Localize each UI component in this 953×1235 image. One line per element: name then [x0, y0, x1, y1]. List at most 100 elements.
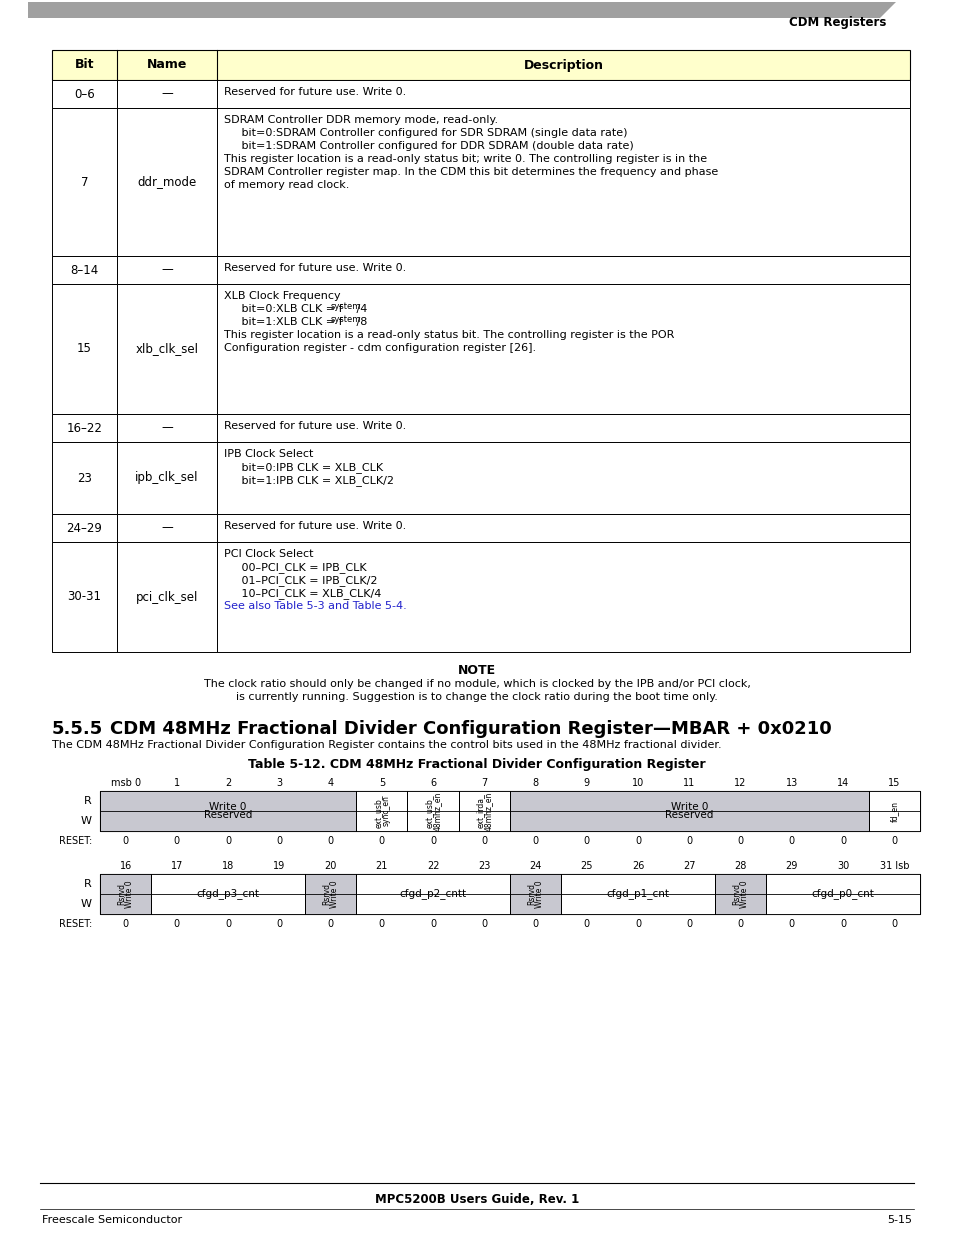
Bar [100, 874, 919, 914]
Bar [117, 542, 216, 652]
Bar [117, 80, 216, 107]
Bar [152, 874, 305, 914]
Text: NOTE: NOTE [457, 664, 496, 677]
Text: 0: 0 [481, 919, 487, 929]
Text: 0: 0 [635, 919, 640, 929]
Text: PCI Clock Select: PCI Clock Select [224, 550, 314, 559]
Text: 0: 0 [173, 919, 180, 929]
Text: fd_en: fd_en [889, 800, 898, 821]
Text: ext_usb_: ext_usb_ [373, 794, 382, 827]
Bar [216, 542, 909, 652]
Text: 5-15: 5-15 [886, 1215, 911, 1225]
Text: 31 lsb: 31 lsb [879, 861, 908, 871]
Text: 3: 3 [276, 778, 282, 788]
Text: Write 0: Write 0 [740, 881, 748, 908]
Text: ext_usb_: ext_usb_ [424, 794, 434, 827]
Text: 0: 0 [583, 919, 589, 929]
Text: Reserved for future use. Write 0.: Reserved for future use. Write 0. [224, 86, 406, 98]
Text: 0: 0 [532, 836, 538, 846]
Text: Rsrvd: Rsrvd [527, 883, 536, 905]
Bar [117, 256, 216, 284]
Text: 0: 0 [430, 836, 436, 846]
Bar [117, 442, 216, 514]
Bar [216, 80, 909, 107]
Text: 7: 7 [480, 778, 487, 788]
Text: 0–6: 0–6 [74, 88, 94, 100]
Bar [355, 874, 510, 914]
Text: 16–22: 16–22 [67, 421, 102, 435]
Text: Reserved for future use. Write 0.: Reserved for future use. Write 0. [224, 521, 406, 531]
Text: 7: 7 [81, 175, 89, 189]
Text: SDRAM Controller DDR memory mode, read-only.: SDRAM Controller DDR memory mode, read-o… [224, 115, 497, 125]
Text: 4: 4 [327, 778, 334, 788]
Text: Description: Description [523, 58, 603, 72]
Text: cfgd_p2_cntt: cfgd_p2_cntt [399, 888, 466, 899]
Text: /8: /8 [353, 317, 367, 327]
Text: 0: 0 [890, 919, 897, 929]
Text: XLB Clock Frequency: XLB Clock Frequency [224, 291, 340, 301]
Text: 9: 9 [583, 778, 589, 788]
Text: —: — [161, 88, 172, 100]
Text: MPC5200B Users Guide, Rev. 1: MPC5200B Users Guide, Rev. 1 [375, 1193, 578, 1207]
Text: —: — [161, 521, 172, 535]
Text: 0: 0 [635, 836, 640, 846]
Bar [216, 284, 909, 414]
Text: 0: 0 [737, 919, 743, 929]
Text: Table 5-12. CDM 48MHz Fractional Divider Configuration Register: Table 5-12. CDM 48MHz Fractional Divider… [248, 758, 705, 771]
Text: 16: 16 [119, 861, 132, 871]
Bar [510, 874, 560, 914]
Text: 6: 6 [430, 778, 436, 788]
Bar [216, 514, 909, 542]
Text: 22: 22 [426, 861, 439, 871]
Text: 0: 0 [327, 919, 334, 929]
Text: 5: 5 [378, 778, 385, 788]
Bar [714, 874, 765, 914]
Text: SDRAM Controller register map. In the CDM this bit determines the frequency and : SDRAM Controller register map. In the CD… [224, 167, 718, 177]
Text: cfgd_p0_cnt: cfgd_p0_cnt [811, 888, 874, 899]
Text: 0: 0 [122, 919, 129, 929]
Text: 29: 29 [785, 861, 798, 871]
Text: 25: 25 [580, 861, 593, 871]
Text: sync_en: sync_en [381, 795, 390, 826]
Text: 0: 0 [327, 836, 334, 846]
Text: Name: Name [147, 58, 187, 72]
Bar [216, 256, 909, 284]
Text: 0: 0 [378, 836, 384, 846]
Text: bit=1:IPB CLK = XLB_CLK/2: bit=1:IPB CLK = XLB_CLK/2 [224, 475, 394, 485]
Text: bit=1:XLB CLK = f: bit=1:XLB CLK = f [224, 317, 342, 327]
Text: Rsrvd: Rsrvd [322, 883, 331, 905]
Text: 30: 30 [836, 861, 848, 871]
Text: ddr_mode: ddr_mode [137, 175, 196, 189]
Text: 01–PCI_CLK = IPB_CLK/2: 01–PCI_CLK = IPB_CLK/2 [224, 576, 377, 585]
Bar [216, 107, 909, 256]
Text: 17: 17 [171, 861, 183, 871]
Text: bit=0:SDRAM Controller configured for SDR SDRAM (single data rate): bit=0:SDRAM Controller configured for SD… [224, 128, 627, 138]
Text: 23: 23 [477, 861, 490, 871]
Text: IPB Clock Select: IPB Clock Select [224, 450, 313, 459]
Text: 0: 0 [173, 836, 180, 846]
Text: 0: 0 [788, 836, 794, 846]
Text: 0: 0 [840, 919, 845, 929]
Text: 8: 8 [532, 778, 538, 788]
Text: Write 0: Write 0 [125, 881, 134, 908]
Bar [100, 790, 355, 831]
Bar [117, 414, 216, 442]
Text: is currently running. Suggestion is to change the clock ratio during the boot ti: is currently running. Suggestion is to c… [235, 692, 718, 701]
Text: W: W [81, 816, 91, 826]
Text: Rsrvd: Rsrvd [117, 883, 126, 905]
Text: W: W [81, 899, 91, 909]
Text: 19: 19 [273, 861, 285, 871]
Text: xlb_clk_sel: xlb_clk_sel [135, 342, 198, 356]
Bar [52, 107, 117, 256]
Bar [355, 790, 407, 831]
Text: 0: 0 [122, 836, 129, 846]
Text: Rsrvd: Rsrvd [731, 883, 740, 905]
Text: —: — [161, 421, 172, 435]
Text: 13: 13 [785, 778, 797, 788]
Text: 28: 28 [734, 861, 746, 871]
Text: —: — [161, 263, 172, 277]
Bar [52, 414, 117, 442]
Text: Write 0: Write 0 [210, 802, 247, 811]
Text: This register location is a read-only status bit. The controlling register is th: This register location is a read-only st… [224, 330, 674, 340]
Text: ipb_clk_sel: ipb_clk_sel [135, 472, 198, 484]
